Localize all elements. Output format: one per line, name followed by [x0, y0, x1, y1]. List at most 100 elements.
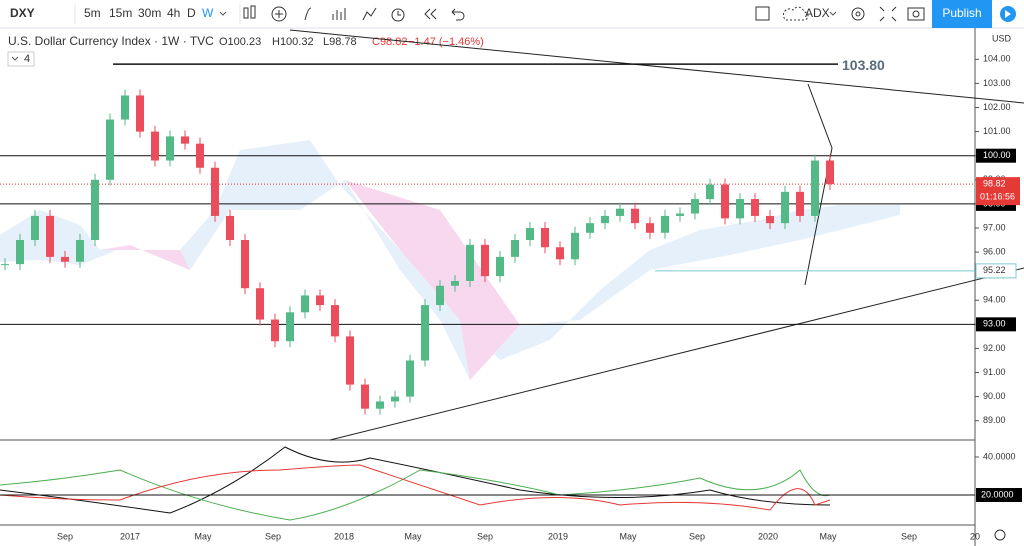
candle	[196, 143, 204, 168]
candle	[211, 167, 219, 216]
dropdown-icon[interactable]	[219, 11, 227, 16]
dropdown-icon[interactable]	[829, 11, 837, 16]
y-tick-label: 102.00	[983, 102, 1011, 112]
y-tick-label: 94.00	[983, 295, 1006, 305]
price-tag	[976, 177, 1020, 206]
candle	[481, 244, 489, 277]
candle	[781, 191, 789, 224]
candle	[511, 240, 519, 257]
candle	[331, 305, 339, 337]
y-tick-label: 92.00	[983, 343, 1006, 353]
adx-line	[0, 446, 831, 514]
candle	[406, 360, 414, 397]
toolbar	[0, 0, 1024, 28]
marks	[0, 63, 975, 415]
x-tick-label: Sep	[477, 531, 493, 541]
candle	[391, 396, 399, 402]
candle	[466, 244, 474, 281]
candle	[376, 401, 384, 409]
x-tick-label: 2019	[548, 531, 568, 541]
legend-change: −1.47 (−1.46%)	[408, 36, 484, 48]
legend-open: O100.23	[219, 36, 261, 48]
price-label: 98.82	[983, 179, 1006, 189]
candle	[151, 131, 159, 161]
settings-icon[interactable]	[994, 529, 1006, 541]
interval[interactable]: 15m	[109, 6, 132, 20]
play-icon	[1005, 10, 1011, 18]
candle	[586, 223, 594, 233]
interval[interactable]: 4h	[167, 6, 180, 20]
trend-line	[289, 29, 1024, 104]
indicator-tick-label: 20.0000	[981, 489, 1014, 499]
candle	[136, 95, 144, 132]
countdown: 01:16:56	[980, 192, 1015, 202]
y-tick-label: 91.00	[983, 367, 1006, 377]
candle	[736, 199, 744, 219]
candle	[796, 191, 804, 216]
legend-title: U.S. Dollar Currency Index · 1W · TVC	[8, 34, 214, 48]
level-tag	[975, 263, 1017, 279]
candle	[121, 95, 129, 120]
interval-active[interactable]: W	[202, 6, 214, 20]
interval[interactable]: D	[187, 6, 196, 20]
studies-toggle[interactable]	[7, 51, 35, 67]
candle	[676, 213, 684, 216]
candle	[691, 199, 699, 214]
candle	[601, 215, 609, 224]
level-tag	[976, 488, 1022, 502]
x-tick-label: 20	[970, 531, 980, 541]
indicator-button[interactable]: ADX	[805, 6, 830, 20]
y-tick-label: 101.00	[983, 126, 1011, 136]
toolbar-icons[interactable]	[243, 5, 925, 22]
candle	[646, 223, 654, 233]
x-tick-label: May	[404, 531, 422, 541]
y-tick-label: 103.00	[983, 78, 1011, 88]
x-tick-label: Sep	[265, 531, 281, 541]
interval[interactable]: 30m	[138, 6, 161, 20]
candle	[301, 295, 309, 313]
level-tag	[976, 317, 1016, 332]
candle	[361, 384, 369, 409]
candle	[616, 208, 624, 216]
candle	[556, 247, 564, 260]
candle	[346, 336, 354, 385]
x-tick-label: Sep	[57, 531, 73, 541]
candle	[76, 240, 84, 262]
cloud	[0, 140, 900, 380]
candle	[106, 119, 114, 180]
symbol[interactable]: DXY	[10, 6, 35, 20]
legend-close: C98.82	[372, 36, 407, 48]
level-label: 93.00	[983, 319, 1006, 329]
candle	[241, 240, 249, 289]
candle	[91, 179, 99, 241]
currency: USD	[992, 33, 1012, 43]
candle	[61, 256, 69, 262]
x-tick-label: May	[819, 531, 837, 541]
publish-label[interactable]: Publish	[942, 6, 981, 20]
candle	[661, 215, 669, 233]
x-tick-label: May	[619, 531, 637, 541]
candle	[271, 319, 279, 342]
candle	[526, 227, 534, 241]
y-tick-label: 90.00	[983, 391, 1006, 401]
candle	[166, 136, 174, 161]
candle	[256, 288, 264, 320]
candle	[571, 232, 579, 260]
y-tick-label: 104.00	[983, 54, 1011, 64]
publish-button[interactable]	[932, 0, 992, 28]
level-label: 95.22	[983, 265, 1006, 275]
legend-low: L98.78	[323, 36, 357, 48]
y-tick-label: 89.00	[983, 415, 1006, 425]
x-tick-label: Sep	[689, 531, 705, 541]
trend-line	[329, 267, 1024, 441]
candle	[811, 160, 819, 216]
candle	[436, 285, 444, 306]
candle	[631, 208, 639, 224]
legend-high: H100.32	[272, 36, 314, 48]
interval[interactable]: 5m	[84, 6, 101, 20]
y-tick-label: 97.00	[983, 222, 1006, 232]
x-tick-label: 2020	[758, 531, 778, 541]
candle	[31, 215, 39, 241]
cloud-bear	[100, 180, 520, 380]
x-tick-label: 2018	[334, 531, 354, 541]
